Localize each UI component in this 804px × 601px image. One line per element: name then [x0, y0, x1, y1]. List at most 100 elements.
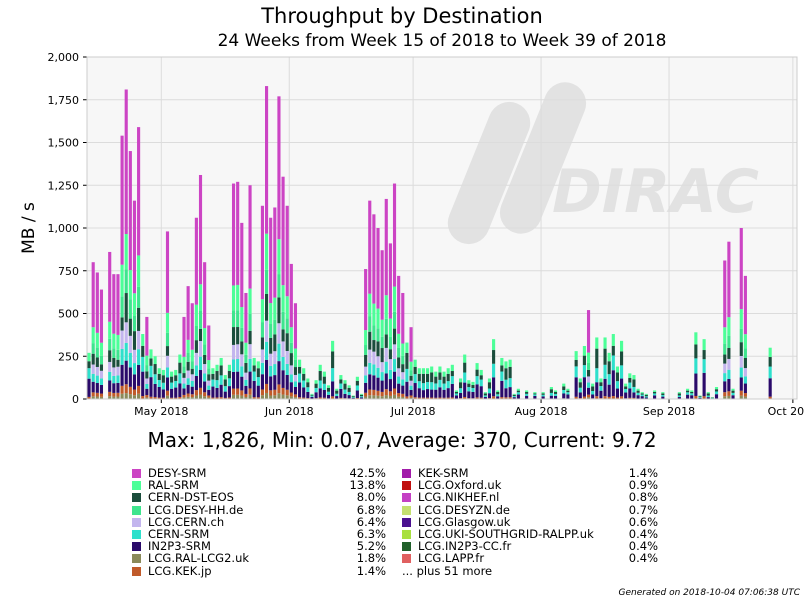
- bar-segment: [236, 344, 240, 360]
- bar-segment: [219, 397, 223, 399]
- bar-segment: [586, 369, 591, 377]
- bar-stack: [487, 378, 492, 399]
- bar-stack: [714, 387, 719, 399]
- bar-stack: [170, 371, 174, 399]
- bar-stack: [108, 251, 112, 399]
- bar-segment: [743, 383, 747, 394]
- bar-segment: [591, 391, 595, 395]
- bar-segment: [454, 390, 459, 393]
- bar-segment: [207, 389, 211, 396]
- bar-segment: [240, 327, 244, 342]
- bar-segment: [624, 389, 628, 393]
- bar-stack: [174, 369, 178, 399]
- bar-segment: [409, 370, 413, 376]
- bar-segment: [364, 269, 368, 331]
- bar-segment: [227, 386, 231, 398]
- bar-segment: [318, 397, 322, 399]
- bar-segment: [582, 396, 586, 399]
- bar-segment: [611, 396, 615, 399]
- bar-stack: [273, 207, 277, 399]
- legend-label: LCG.Glasgow.uk: [418, 514, 511, 529]
- bar-stack: [566, 388, 570, 399]
- bar-segment: [277, 393, 281, 399]
- bar-segment: [178, 362, 182, 374]
- bar-stack: [479, 369, 483, 399]
- bar-segment: [471, 385, 475, 389]
- bar-segment: [467, 383, 471, 388]
- bar-segment: [723, 381, 727, 393]
- bar-segment: [541, 396, 545, 399]
- bar-segment: [137, 255, 141, 287]
- bar-stack: [549, 387, 553, 399]
- bar-segment: [87, 396, 91, 399]
- bar-segment: [190, 349, 194, 362]
- bar-stack: [343, 380, 347, 399]
- bar-segment: [562, 386, 566, 390]
- bar-segment: [743, 368, 747, 377]
- bar-segment: [108, 371, 112, 381]
- bar-segment: [694, 373, 698, 396]
- bar-segment: [137, 330, 141, 350]
- throughput-chart: DIRAC 0 250 500 750 1,000 1,250 1,500 1,750 2,00…: [19, 51, 804, 418]
- bar-segment: [116, 349, 120, 360]
- bar-stack: [483, 392, 487, 399]
- bar-segment: [723, 327, 727, 344]
- bar-segment: [372, 395, 376, 399]
- bar-segment: [244, 393, 248, 397]
- bar-segment: [694, 344, 698, 359]
- bar-segment: [603, 364, 607, 379]
- bar-segment: [442, 397, 446, 399]
- bar-segment: [277, 323, 281, 344]
- bar-segment: [562, 383, 566, 387]
- bar-segment: [120, 393, 124, 399]
- bar-segment: [91, 262, 95, 328]
- bar-segment: [599, 382, 603, 387]
- bar-segment: [198, 284, 203, 311]
- bar-segment: [273, 207, 277, 298]
- bar-segment: [203, 344, 207, 355]
- bar-segment: [500, 357, 504, 366]
- bar-segment: [223, 397, 227, 399]
- bar-segment: [467, 387, 471, 392]
- legend-percent: 6.8%: [356, 502, 386, 517]
- bar-segment: [714, 394, 719, 399]
- bar-segment: [364, 382, 368, 393]
- legend-percent: 13.8%: [349, 478, 386, 493]
- bar-segment: [128, 299, 132, 319]
- bar-segment: [120, 385, 124, 394]
- bar-segment: [289, 365, 293, 375]
- bar-segment: [186, 339, 190, 353]
- bar-segment: [178, 354, 182, 363]
- bar-segment: [359, 397, 364, 399]
- bar-segment: [516, 394, 520, 399]
- bar-segment: [236, 359, 240, 372]
- bar-segment: [128, 270, 132, 300]
- legend-label: LCG.DESYZN.de: [418, 502, 510, 517]
- bar-segment: [116, 359, 120, 367]
- bar-segment: [632, 392, 636, 398]
- bar-stack: [562, 383, 566, 399]
- bar-stack: [203, 262, 207, 399]
- bar-segment: [376, 328, 380, 342]
- bar-segment: [595, 396, 599, 399]
- bar-segment: [298, 359, 302, 367]
- bar-segment: [265, 320, 269, 342]
- bar-stack: [223, 375, 227, 399]
- bar-segment: [285, 318, 289, 334]
- bar-segment: [231, 183, 236, 286]
- bar-segment: [739, 355, 743, 368]
- bar-segment: [120, 330, 124, 349]
- bar-segment: [475, 384, 479, 398]
- bar-stack: [132, 200, 137, 399]
- legend-left: DESY-SRM 42.5% RAL-SRM 13.8% CERN-DST-EOS 8.0…: [132, 467, 392, 577]
- bar-segment: [91, 396, 95, 399]
- bar-segment: [508, 387, 512, 398]
- bar-segment: [124, 384, 128, 394]
- bar-segment: [186, 378, 190, 385]
- bar-segment: [768, 366, 772, 379]
- bar-segment: [281, 341, 285, 357]
- bar-segment: [95, 375, 99, 383]
- bar-segment: [743, 348, 747, 358]
- bar-segment: [306, 378, 310, 383]
- bar-segment: [397, 376, 401, 384]
